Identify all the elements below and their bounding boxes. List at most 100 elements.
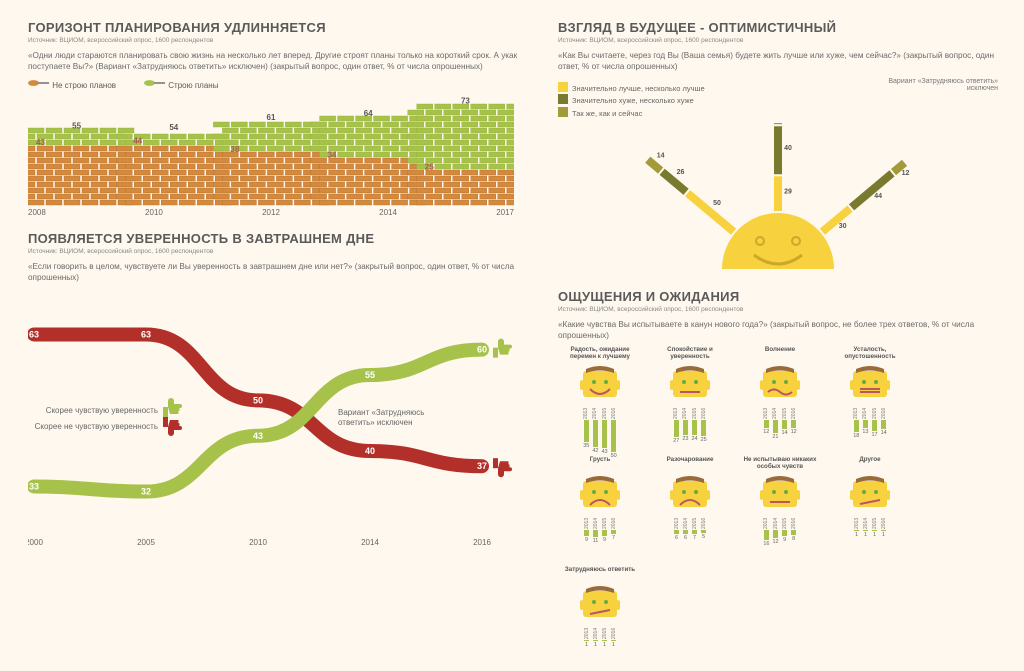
sun-chart: 502614201529401720153044122017 xyxy=(558,123,998,273)
svg-text:63: 63 xyxy=(141,330,151,340)
svg-text:Скорее чувствую уверенность: Скорее чувствую уверенность xyxy=(46,406,158,415)
bars-row: 2013 27 2014 23 2015 24 2016 25 xyxy=(673,403,707,451)
bar-col: 2014 12 xyxy=(773,513,779,545)
brick-wall-chart: 55435444613864347325 xyxy=(28,96,514,206)
legend-item: Значительно лучше, несколько лучше xyxy=(558,82,705,94)
face-icon xyxy=(580,365,620,401)
face-cell: Другое 2013 1 2014 1 2015 1 xyxy=(828,457,912,561)
svg-text:12: 12 xyxy=(902,170,910,177)
svg-text:60: 60 xyxy=(477,345,487,355)
bar-col: 2013 6 xyxy=(674,513,680,541)
bar-col: 2014 13 xyxy=(862,403,868,435)
panel3-question: «Как Вы считаете, через год Вы (Ваша сем… xyxy=(558,50,998,72)
faces-grid: Радость, ожидание перемен к лучшему 2013… xyxy=(558,347,998,671)
face-cell: Затрудняюсь ответить 2013 1 2014 1 2015 … xyxy=(558,567,642,671)
svg-text:55: 55 xyxy=(365,370,375,380)
svg-text:55: 55 xyxy=(72,122,81,131)
face-icon xyxy=(670,475,710,511)
svg-text:43: 43 xyxy=(253,431,263,441)
face-icon xyxy=(850,475,890,511)
face-label: Усталость, опустошенность xyxy=(828,347,912,363)
panel-future-optimism: ВЗГЛЯД В БУДУЩЕЕ - ОПТИМИСТИЧНЫЙ Источни… xyxy=(558,20,998,273)
bar-col: 2016 1 xyxy=(611,623,617,648)
face-cell: Усталость, опустошенность 2013 18 2014 1… xyxy=(828,347,912,451)
bar-col: 2013 1 xyxy=(854,513,860,538)
face-label: Не испытываю никаких особых чувств xyxy=(738,457,822,473)
svg-text:2016: 2016 xyxy=(473,538,491,547)
svg-text:2014: 2014 xyxy=(361,538,379,547)
svg-text:64: 64 xyxy=(364,109,373,118)
face-cell: Не испытываю никаких особых чувств 2013 … xyxy=(738,457,822,561)
svg-text:44: 44 xyxy=(874,193,882,200)
face-label: Радость, ожидание перемен к лучшему xyxy=(558,347,642,363)
panel4-question: «Какие чувства Вы испытываете в канун но… xyxy=(558,319,998,341)
face-label: Спокойствие и уверенность xyxy=(648,347,732,363)
panel1-xaxis: 20082010201220142017 xyxy=(28,208,514,217)
svg-text:54: 54 xyxy=(169,123,178,132)
right-column: ВЗГЛЯД В БУДУЩЕЕ - ОПТИМИСТИЧНЫЙ Источни… xyxy=(558,20,998,671)
bars-row: 2013 9 2014 11 2015 9 2016 7 xyxy=(584,513,617,561)
bar-col: 2013 9 xyxy=(584,513,590,543)
svg-text:73: 73 xyxy=(461,97,470,106)
bar-col: 2016 5 xyxy=(701,513,707,540)
bar-col: 2015 7 xyxy=(692,513,698,541)
bars-row: 2013 16 2014 12 2015 9 2016 8 xyxy=(763,513,796,561)
panel3-title: ВЗГЛЯД В БУДУЩЕЕ - ОПТИМИСТИЧНЫЙ xyxy=(558,20,998,35)
bar-col: 2013 16 xyxy=(763,513,769,547)
legend-item: Так же, как и сейчас xyxy=(558,107,705,119)
svg-text:2010: 2010 xyxy=(249,538,267,547)
svg-text:29: 29 xyxy=(784,188,792,195)
svg-text:40: 40 xyxy=(784,145,792,152)
panel1-question: «Одни люди стараются планировать свою жи… xyxy=(28,50,518,72)
svg-text:38: 38 xyxy=(230,145,239,154)
year-label: 2017 xyxy=(496,208,514,217)
svg-text:40: 40 xyxy=(365,446,375,456)
bar-col: 2013 35 xyxy=(583,403,589,449)
bar-col: 2016 7 xyxy=(611,513,617,541)
legend-yes-label: Строю планы xyxy=(168,81,218,90)
bars-row: 2013 18 2014 13 2015 17 2016 14 xyxy=(853,403,887,451)
svg-text:44: 44 xyxy=(133,137,142,146)
bar-col: 2014 1 xyxy=(593,623,599,648)
bars-row: 2013 12 2014 21 2015 14 2016 12 xyxy=(763,403,797,451)
face-icon xyxy=(760,475,800,511)
face-icon xyxy=(760,365,800,401)
svg-text:32: 32 xyxy=(141,487,151,497)
svg-text:34: 34 xyxy=(328,150,337,159)
svg-text:Скорее не чувствую уверенность: Скорее не чувствую уверенность xyxy=(35,422,158,431)
bar-col: 2016 1 xyxy=(881,513,887,538)
crossing-lines-svg: 63635040373332435560 Скорее чувствую уве… xyxy=(28,289,518,549)
bars-row: 2013 1 2014 1 2015 1 2016 1 xyxy=(854,513,887,561)
legend-no-label: Не строю планов xyxy=(52,81,116,90)
bar-col: 2014 1 xyxy=(863,513,869,538)
svg-text:2005: 2005 xyxy=(137,538,155,547)
svg-text:Вариант «Затрудняюсь: Вариант «Затрудняюсь xyxy=(338,408,424,417)
panel3-note: Вариант «Затрудняюсь ответить» исключен xyxy=(888,78,998,119)
svg-text:33: 33 xyxy=(29,482,39,492)
bar-col: 2014 42 xyxy=(592,403,598,454)
sun-svg: 502614201529401720153044122017 xyxy=(558,123,998,273)
legend-no-plans: Не строю планов xyxy=(28,78,116,90)
legend-yes-plans: Строю планы xyxy=(144,78,218,90)
svg-text:43: 43 xyxy=(36,138,45,147)
bar-col: 2015 1 xyxy=(872,513,878,538)
bar-col: 2015 1 xyxy=(602,623,608,648)
bar-col: 2016 12 xyxy=(791,403,797,435)
bar-col: 2013 18 xyxy=(853,403,859,439)
face-cell: Грусть 2013 9 2014 11 2015 9 xyxy=(558,457,642,561)
svg-text:2000: 2000 xyxy=(28,538,43,547)
face-label: Разочарование xyxy=(667,457,714,473)
bar-col: 2013 1 xyxy=(584,623,590,648)
legend-item: Значительно хуже, несколько хуже xyxy=(558,94,705,106)
year-label: 2012 xyxy=(262,208,280,217)
panel-feelings: ОЩУЩЕНИЯ И ОЖИДАНИЯ Источник: ВЦИОМ, все… xyxy=(558,289,998,671)
face-cell: Волнение 2013 12 2014 21 2015 14 xyxy=(738,347,822,451)
bar-col: 2016 50 xyxy=(611,403,617,459)
bar-col: 2016 14 xyxy=(881,403,887,436)
face-icon xyxy=(580,475,620,511)
svg-text:25: 25 xyxy=(425,163,434,172)
bar-col: 2015 24 xyxy=(692,403,698,442)
bar-col: 2015 9 xyxy=(602,513,608,543)
bar-col: 2013 27 xyxy=(673,403,679,444)
panel1-legend: Не строю планов Строю планы xyxy=(28,78,518,90)
